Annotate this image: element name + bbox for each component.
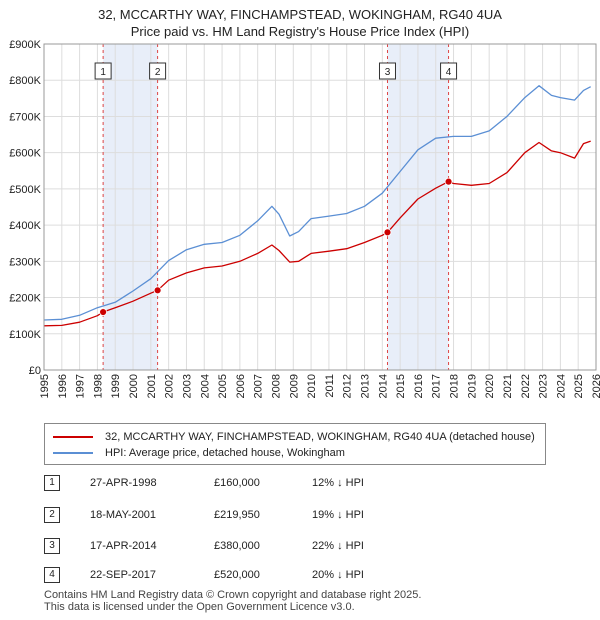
y-tick-label: £500K (9, 184, 41, 196)
price-chart: 1 2 3 4 £0 £100K £200K £300K £400K £500K £600K £700… (9, 39, 600, 398)
legend-swatch-hpi (53, 452, 93, 454)
sale-price: £219,950 (214, 509, 260, 521)
x-tick-label: 2025 (573, 374, 585, 398)
sale-date: 22-SEP-2017 (90, 569, 157, 581)
footer-line-2: This data is licensed under the Open Gov… (44, 601, 355, 613)
legend-item-property: 32, MCCARTHY WAY, FINCHAMPSTEAD, WOKINGH… (53, 429, 535, 445)
y-tick-label: £0 (29, 365, 41, 377)
sale-date: 17-APR-2014 (90, 540, 157, 552)
sale-marker-box (440, 62, 458, 80)
sale-hpi-diff: 22% ↓ HPI (312, 540, 364, 552)
sale-hpi-diff: 20% ↓ HPI (312, 569, 364, 581)
sale-row: 3 17-APR-2014 £380,000 22% ↓ HPI (44, 538, 404, 556)
x-tick-label: 2024 (555, 374, 567, 398)
x-tick-label: 2013 (360, 374, 372, 398)
y-tick-label: £100K (9, 329, 41, 341)
sale-marker-box (149, 62, 167, 80)
x-tick-label: 2016 (413, 374, 425, 398)
legend-label-hpi: HPI: Average price, detached house, Woki… (105, 447, 345, 459)
x-tick-label: 2008 (270, 374, 282, 398)
x-tick-label: 2009 (288, 374, 300, 398)
x-tick-label: 2010 (306, 374, 318, 398)
legend-label-property: 32, MCCARTHY WAY, FINCHAMPSTEAD, WOKINGH… (105, 431, 535, 443)
legend-swatch-property (53, 436, 93, 438)
sale-hpi-diff: 12% ↓ HPI (312, 477, 364, 489)
sale-number-badge: 2 (44, 507, 60, 523)
property-price-line (43, 140, 591, 327)
y-tick-label: £200K (9, 293, 41, 305)
x-tick-label: 2019 (466, 374, 478, 398)
x-tick-label: 2021 (502, 374, 514, 398)
x-tick-label: 1999 (110, 374, 122, 398)
sale-date: 18-MAY-2001 (90, 509, 157, 521)
x-tick-label: 2004 (199, 374, 211, 398)
x-tick-label: 2020 (484, 374, 496, 398)
x-tick-label: 2015 (395, 374, 407, 398)
x-tick-label: 1995 (39, 374, 51, 398)
y-tick-label: £300K (9, 256, 41, 268)
sale-point (383, 228, 392, 237)
y-tick-label: £900K (9, 39, 41, 51)
sale-price: £160,000 (214, 477, 260, 489)
sale-marker-label: 3 (385, 67, 391, 78)
x-tick-label: 2018 (449, 374, 461, 398)
footer-attribution: Contains HM Land Registry data © Crown c… (44, 589, 421, 613)
x-tick-label: 2026 (591, 374, 600, 398)
title-line-1: 32, MCCARTHY WAY, FINCHAMPSTEAD, WOKINGH… (98, 7, 502, 22)
x-tick-label: 2003 (181, 374, 193, 398)
x-tick-label: 2005 (217, 374, 229, 398)
x-tick-label: 2012 (342, 374, 354, 398)
x-tick-label: 2000 (128, 374, 140, 398)
sale-marker-label: 4 (446, 67, 452, 78)
chart-legend: 32, MCCARTHY WAY, FINCHAMPSTEAD, WOKINGH… (44, 423, 546, 465)
x-tick-label: 2006 (235, 374, 247, 398)
plot-border (43, 43, 597, 371)
sale-marker-label: 2 (155, 67, 161, 78)
y-tick-label: £600K (9, 148, 41, 160)
x-tick-label: 1997 (75, 374, 87, 398)
sale-row: 4 22-SEP-2017 £520,000 20% ↓ HPI (44, 567, 404, 585)
sale-marker-box (94, 62, 112, 80)
sale-price: £520,000 (214, 569, 260, 581)
sale-price: £380,000 (214, 540, 260, 552)
sale-number-badge: 4 (44, 567, 60, 583)
hpi-line (43, 85, 591, 321)
sale-number-badge: 3 (44, 538, 60, 554)
x-tick-label: 2014 (377, 374, 389, 398)
sale-number-badge: 1 (44, 475, 60, 491)
sale-marker-box (378, 62, 396, 80)
y-tick-label: £400K (9, 220, 41, 232)
x-tick-label: 2023 (538, 374, 550, 398)
x-tick-label: 2001 (146, 374, 158, 398)
y-tick-label: £700K (9, 111, 41, 123)
sale-hpi-diff: 19% ↓ HPI (312, 509, 364, 521)
sale-marker-label: 1 (100, 67, 106, 78)
x-tick-label: 2022 (520, 374, 532, 398)
sale-point (99, 308, 108, 316)
x-tick-label: 2017 (431, 374, 443, 398)
chart-title: 32, MCCARTHY WAY, FINCHAMPSTEAD, WOKINGH… (0, 6, 600, 40)
x-tick-label: 1996 (57, 374, 69, 398)
legend-item-hpi: HPI: Average price, detached house, Woki… (53, 445, 345, 461)
footer-line-1: Contains HM Land Registry data © Crown c… (44, 589, 422, 601)
x-tick-label: 2002 (164, 374, 176, 398)
title-line-2: Price paid vs. HM Land Registry's House … (130, 24, 470, 39)
sale-point (444, 177, 453, 186)
sale-row: 1 27-APR-1998 £160,000 12% ↓ HPI (44, 475, 404, 493)
x-tick-label: 2007 (253, 374, 265, 398)
sale-row: 2 18-MAY-2001 £219,950 19% ↓ HPI (44, 507, 404, 525)
x-tick-label: 1998 (92, 374, 104, 398)
x-tick-label: 2011 (324, 374, 336, 398)
sale-date: 27-APR-1998 (90, 477, 157, 489)
sale-period-shade (103, 44, 158, 370)
sale-point (153, 286, 162, 295)
y-tick-label: £800K (9, 75, 41, 87)
